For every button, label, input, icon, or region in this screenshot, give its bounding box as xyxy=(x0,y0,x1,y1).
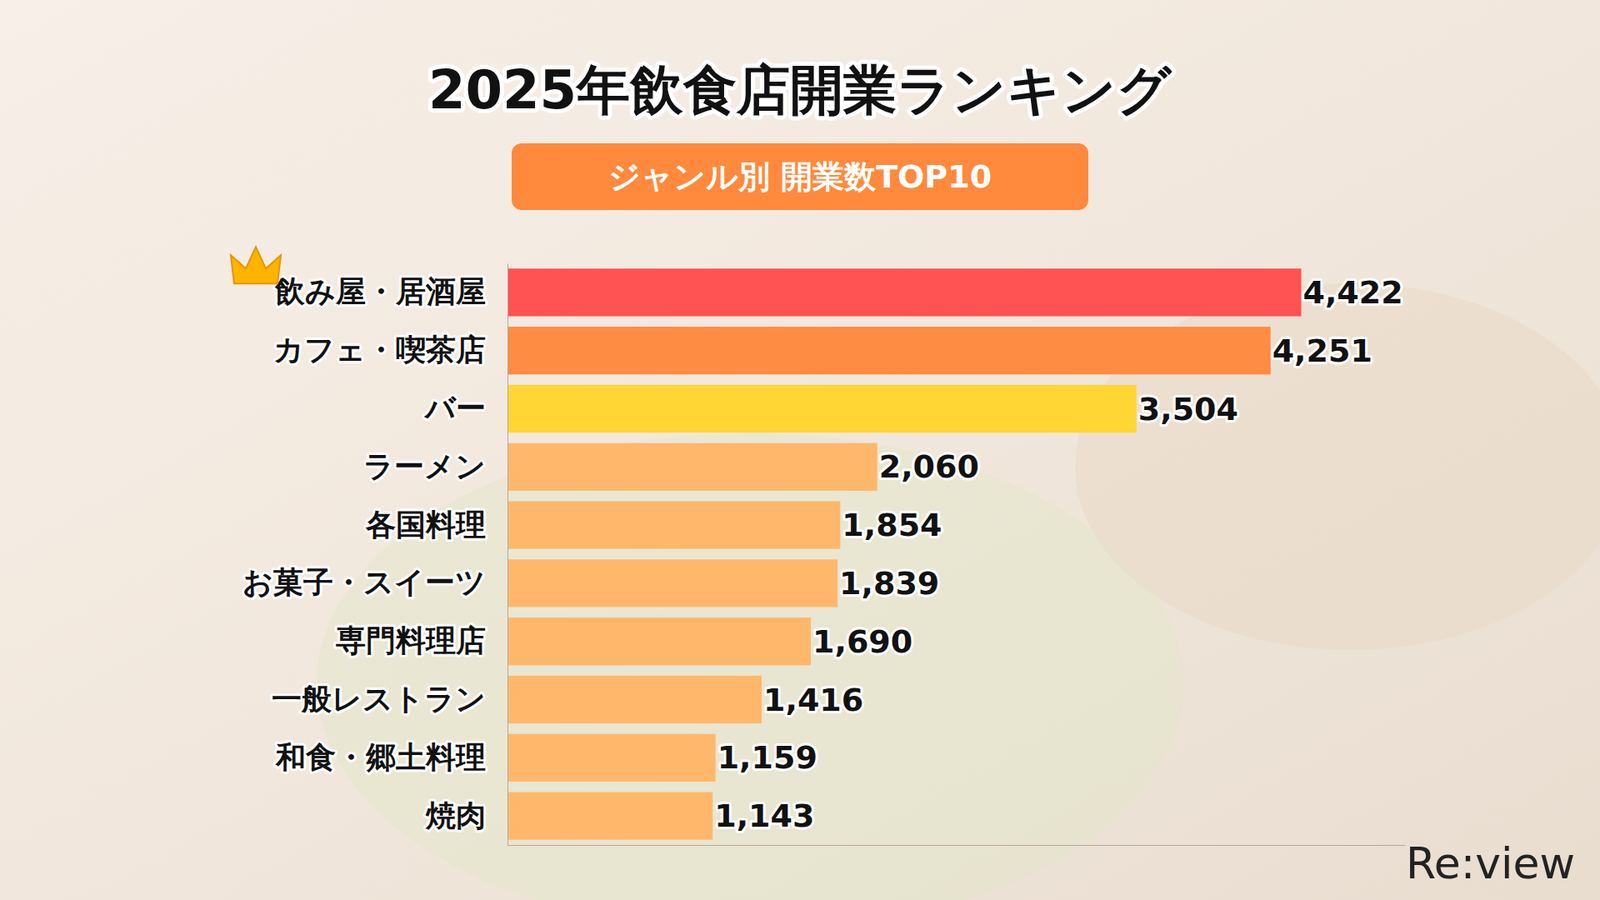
data-label: 1,159 xyxy=(717,739,818,776)
bar xyxy=(507,500,840,549)
data-label: 1,854 xyxy=(841,506,942,544)
y-tick: 専門料理店 xyxy=(335,623,508,658)
x-axis xyxy=(508,845,1406,846)
data-label: 1,143 xyxy=(714,797,815,835)
y-tick-label: 飲み屋・居酒屋 xyxy=(274,274,486,309)
bar xyxy=(507,385,1137,433)
data-label: 1,839 xyxy=(839,565,940,602)
y-tick-label: 和食・郷土料理 xyxy=(275,740,486,775)
y-axis-line xyxy=(507,264,509,846)
y-tick: バー xyxy=(423,390,508,425)
y-tick: お菓子・スイーツ xyxy=(242,565,508,600)
bar xyxy=(507,734,716,782)
subtitle: ジャンル別 開業数TOP10 xyxy=(608,158,992,195)
bar xyxy=(507,617,811,665)
data-label: 2,060 xyxy=(879,448,980,485)
y-tick: 各国料理 xyxy=(365,507,508,542)
data-label: 1,690 xyxy=(812,623,913,660)
title: 2025年飲食店開業ランキング xyxy=(428,59,1173,121)
background-shape xyxy=(316,433,1184,900)
data-label: 1,416 xyxy=(763,681,864,719)
y-tick: 和食・郷土料理 xyxy=(275,740,508,775)
chart: 2025年飲食店開業ランキングジャンル別 開業数TOP10 飲み屋・居酒屋カフェ・… xyxy=(0,0,1600,900)
y-tick-label: 各国料理 xyxy=(365,507,486,542)
bar xyxy=(507,326,1271,375)
y-tick: 飲み屋・居酒屋 xyxy=(274,274,508,309)
bar xyxy=(507,675,762,724)
bar xyxy=(507,559,838,607)
y-tick-label: ラーメン xyxy=(363,449,486,484)
data-label: 4,422 xyxy=(1302,274,1403,311)
x-axis-line xyxy=(508,845,1406,846)
bar xyxy=(507,268,1301,316)
crown-icon xyxy=(230,246,281,284)
y-tick: ラーメン xyxy=(363,449,508,484)
bars xyxy=(507,268,1301,840)
data-label: 4,251 xyxy=(1272,332,1373,370)
y-tick-label: 一般レストラン xyxy=(271,681,486,716)
subtitle-pill xyxy=(511,143,1089,210)
bar xyxy=(507,443,878,491)
y-tick: カフェ・喫茶店 xyxy=(273,332,508,367)
y-tick: 一般レストラン xyxy=(271,681,508,716)
y-tick-label: バー xyxy=(423,390,486,425)
y-tick-label: カフェ・喫茶店 xyxy=(273,332,486,367)
crown-shape xyxy=(230,246,281,284)
data-label: 3,504 xyxy=(1138,390,1239,428)
bar xyxy=(507,791,713,840)
y-tick-label: 専門料理店 xyxy=(335,623,486,658)
data-labels: 4,422 4,251 3,504 2,060 1,854 1,839 1,690 1,416… xyxy=(714,274,1403,835)
logo: Re:view xyxy=(1405,838,1575,889)
y-tick-label: 焼肉 xyxy=(425,798,486,833)
y-axis: 飲み屋・居酒屋カフェ・喫茶店バーラーメン各国料理お菓子・スイーツ専門料理店一般レ… xyxy=(242,264,509,846)
y-tick-label: お菓子・スイーツ xyxy=(242,565,486,600)
y-tick: 焼肉 xyxy=(425,798,508,833)
